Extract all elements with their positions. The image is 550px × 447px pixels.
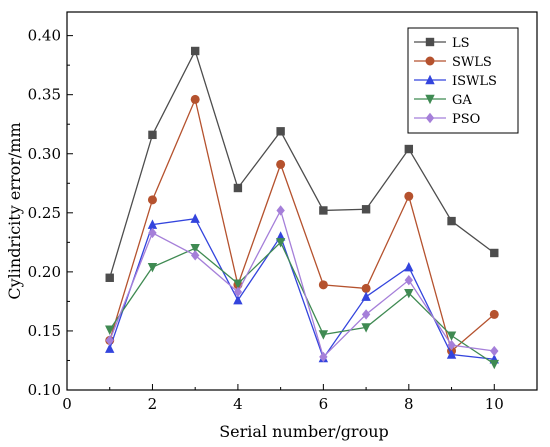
legend-label-ls: LS: [452, 36, 470, 51]
data-point-pso: [233, 286, 243, 298]
data-point-swls: [147, 195, 157, 205]
series-line-pso: [109, 208, 495, 359]
data-point-ga: [105, 325, 115, 335]
data-point-ls: [447, 216, 456, 226]
data-point-swls: [190, 94, 200, 104]
y-tick-label: 0.40: [28, 27, 61, 45]
data-point-pso: [319, 351, 328, 363]
data-point-iswls: [105, 343, 115, 353]
data-point-pso: [105, 335, 114, 346]
data-point-ga: [489, 359, 499, 370]
legend-label-ga: GA: [452, 93, 472, 108]
y-tick-label: 0.25: [28, 204, 61, 222]
legend-marker-iswls: [425, 74, 435, 85]
data-point-ls: [404, 144, 414, 154]
data-point-pso: [404, 274, 414, 286]
data-point-iswls: [233, 295, 243, 305]
y-tick-label: 0.35: [28, 86, 61, 104]
data-point-ls: [319, 206, 328, 215]
legend-label-iswls: ISWLS: [452, 74, 497, 89]
x-axis: 0 2 4 6 8 10: [62, 384, 504, 413]
series-layer: [105, 46, 499, 370]
x-tick-label: 6: [319, 395, 329, 413]
series-ga: [105, 238, 499, 370]
data-point-swls: [318, 280, 328, 290]
data-point-swls: [276, 159, 286, 169]
y-tick-label: 0.15: [28, 322, 61, 340]
data-point-swls: [361, 283, 371, 293]
data-point-pso: [361, 309, 371, 320]
data-point-iswls: [190, 213, 200, 223]
x-tick-label: 0: [62, 395, 72, 413]
data-point-iswls: [404, 261, 414, 272]
series-iswls: [105, 213, 499, 364]
data-point-ga: [361, 323, 371, 333]
y-tick-label: 0.20: [28, 263, 61, 281]
y-tick-label: 0.10: [28, 381, 61, 399]
legend-label-pso: PSO: [452, 112, 480, 127]
data-point-ga: [446, 331, 457, 341]
series-line-swls: [109, 97, 495, 353]
legend: LS SWLS ISWLS GA PSO: [407, 27, 519, 134]
data-point-ls: [148, 130, 157, 140]
x-tick-label: 4: [233, 395, 243, 413]
data-point-pso: [276, 205, 285, 216]
data-point-ga: [233, 279, 243, 289]
legend-marker-ga: [425, 94, 435, 105]
data-point-ga: [190, 244, 200, 254]
data-point-iswls: [361, 291, 371, 301]
data-point-ls: [105, 273, 114, 282]
data-point-iswls: [147, 219, 158, 229]
series-line-iswls: [109, 218, 495, 360]
data-point-ga: [147, 262, 158, 273]
data-point-ls: [276, 127, 285, 136]
series-line-ga: [109, 241, 495, 365]
y-axis-title: Cylindricity error/mm: [5, 122, 24, 299]
legend-marker-swls: [425, 56, 435, 66]
data-point-swls: [404, 191, 414, 201]
data-point-ls: [490, 248, 499, 258]
data-point-ga: [404, 288, 414, 299]
y-axis: 0.10 0.15 0.20 0.25 0.30 0.35 0.40: [28, 27, 73, 399]
x-tick-label: 8: [404, 395, 414, 413]
plot-border: [66, 11, 538, 391]
x-tick-label: 10: [485, 395, 504, 413]
y-tick-label: 0.30: [28, 145, 61, 163]
legend-marker-pso: [425, 112, 435, 124]
data-point-iswls: [446, 349, 457, 359]
x-axis-title: Serial number/group: [219, 422, 389, 441]
data-point-ls: [190, 46, 200, 56]
data-point-ga: [275, 238, 286, 248]
series-line-ls: [109, 49, 495, 278]
legend-label-swls: SWLS: [452, 55, 492, 70]
series-swls: [105, 94, 499, 356]
data-point-ls: [233, 183, 243, 193]
data-point-swls: [489, 309, 499, 319]
data-point-pso: [190, 250, 200, 261]
data-point-pso: [490, 345, 499, 357]
data-point-pso: [447, 339, 456, 351]
series-ls: [105, 46, 499, 282]
x-tick-label: 2: [148, 395, 158, 413]
data-point-ga: [318, 330, 329, 340]
legend-marker-ls: [425, 37, 435, 47]
data-point-ls: [361, 205, 371, 214]
data-point-pso: [148, 227, 157, 239]
plot-area: [66, 11, 538, 391]
series-pso: [105, 205, 499, 363]
